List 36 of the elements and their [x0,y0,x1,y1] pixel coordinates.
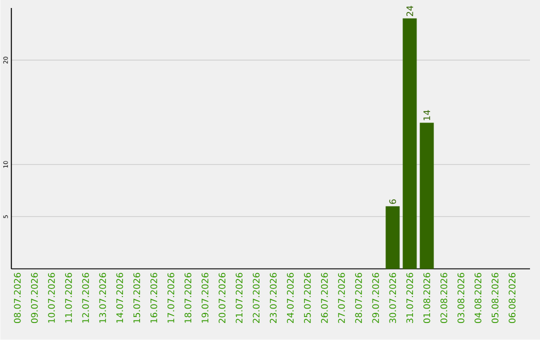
x-tick-label: 31.07.2026 [406,273,414,324]
x-tick-label: 26.07.2026 [321,273,328,324]
data-label: 6 [389,199,396,204]
x-tick-label: 16.07.2026 [150,273,158,323]
data-label: 24 [406,6,414,16]
x-tick-label: 14.07.2026 [116,273,124,323]
x-tick-label: 02.08.2026 [440,273,448,324]
x-tick-label: 17.07.2026 [167,273,174,323]
x-tick-label: 12.07.2026 [82,273,89,323]
x-tick-label: 15.07.2026 [133,273,140,323]
x-tick-label: 20.07.2026 [218,273,226,324]
x-tick-label: 03.08.2026 [458,273,464,324]
x-tick-label: 18.07.2026 [184,273,192,323]
x-tick-label: 27.07.2026 [338,273,345,324]
bar [420,122,434,269]
x-tick-label: 05.08.2026 [492,273,498,324]
x-tick-label: 06.08.2026 [508,273,516,324]
bar [402,18,417,269]
x-tick-label: 09.07.2026 [31,273,38,324]
x-tick-label: 22.07.2026 [252,273,260,324]
x-tick-label: 25.07.2026 [304,273,311,324]
x-tick-label: 24.07.2026 [286,273,294,324]
x-tick-label: 08.07.2026 [14,273,21,324]
x-tick-label: 10.07.2026 [48,273,55,323]
x-tick-label: 19.07.2026 [202,273,208,323]
x-tick-label: 29.07.2026 [372,273,379,324]
x-tick-label: 28.07.2026 [355,273,362,324]
x-tick-label: 13.07.2026 [99,273,106,323]
x-tick-label: 30.07.2026 [389,273,396,324]
bar [386,206,400,269]
x-tick-label: 21.07.2026 [236,273,243,324]
x-tick-label: 04.08.2026 [474,273,482,324]
x-tick-label: 23.07.2026 [270,273,277,324]
data-label: 14 [424,110,430,120]
x-tick-label: 11.07.2026 [65,273,72,323]
x-tick-label: 01.08.2026 [423,273,430,324]
